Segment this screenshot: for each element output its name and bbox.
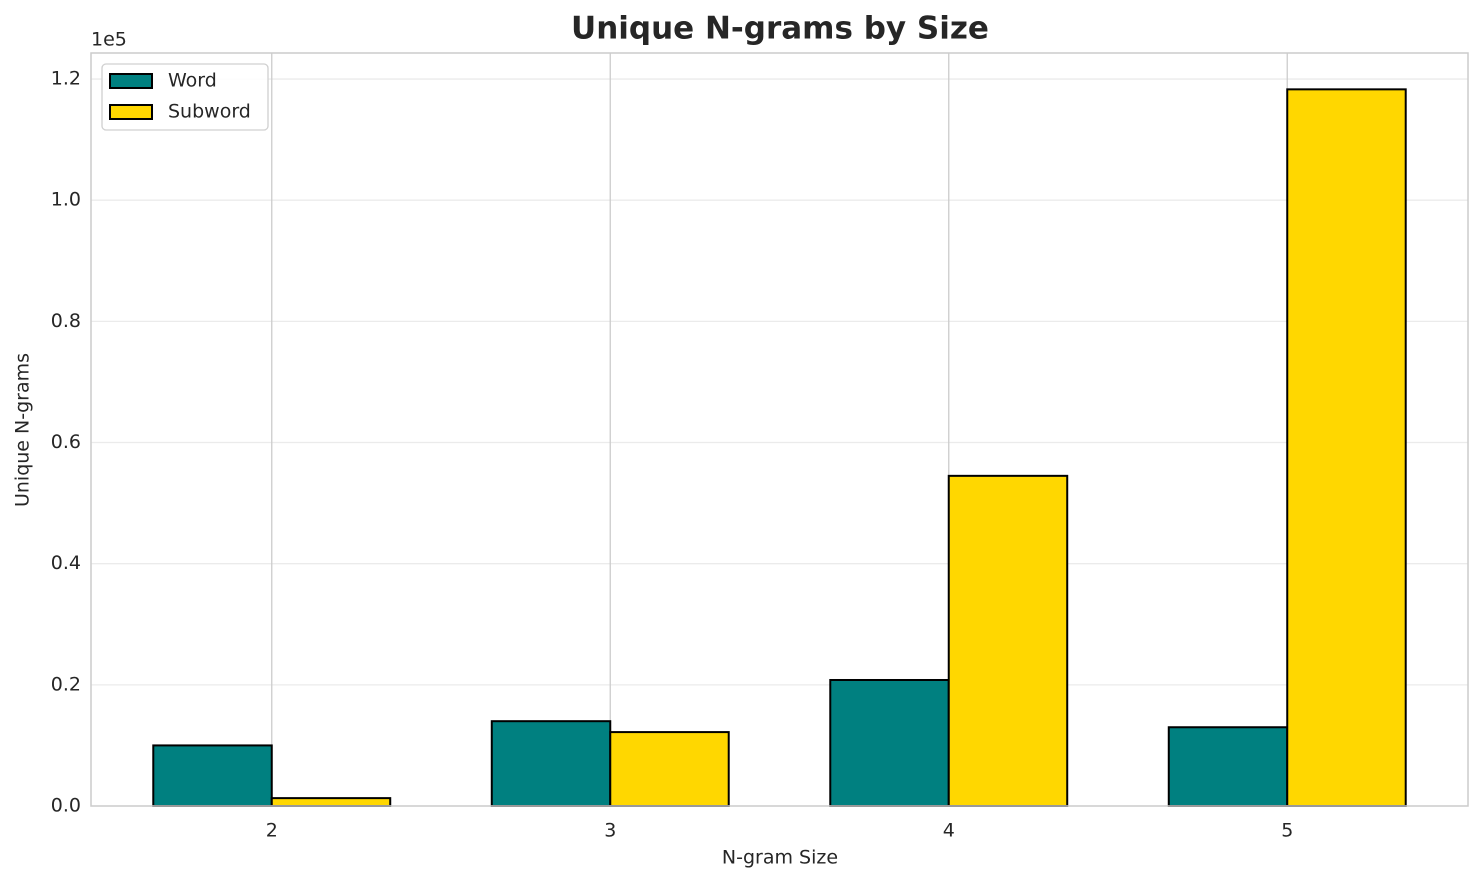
y-tick-label: 1.2 bbox=[51, 68, 81, 90]
y-tick-label: 0.2 bbox=[51, 673, 81, 695]
bar bbox=[270, 797, 392, 807]
bar bbox=[947, 474, 1069, 807]
x-tick-label: 2 bbox=[266, 820, 278, 842]
bar bbox=[1286, 88, 1407, 808]
chart-title: Unique N-grams by Size bbox=[571, 11, 989, 47]
bar bbox=[1167, 726, 1289, 808]
y-tick-label: 0.0 bbox=[51, 795, 81, 817]
x-tick-label: 4 bbox=[943, 820, 955, 842]
legend-swatch bbox=[109, 104, 153, 120]
y-tick-label: 0.8 bbox=[51, 310, 81, 332]
bar bbox=[490, 720, 612, 808]
plot-frame bbox=[90, 52, 1469, 807]
bar bbox=[609, 731, 730, 807]
y-tick-label: 0.6 bbox=[51, 431, 81, 453]
bar bbox=[152, 744, 273, 808]
legend-label: Subword bbox=[168, 101, 251, 123]
y-axis-label: Unique N-grams bbox=[12, 353, 34, 507]
y-offset-label: 1e5 bbox=[91, 29, 127, 51]
x-tick-label: 3 bbox=[604, 820, 616, 842]
y-tick-label: 1.0 bbox=[51, 189, 81, 211]
bar bbox=[829, 678, 950, 808]
legend-swatch bbox=[109, 73, 153, 89]
x-tick-label: 5 bbox=[1281, 820, 1293, 842]
y-tick-label: 0.4 bbox=[51, 552, 81, 574]
legend-label: Word bbox=[168, 70, 217, 92]
x-axis-label: N-gram Size bbox=[722, 847, 838, 869]
